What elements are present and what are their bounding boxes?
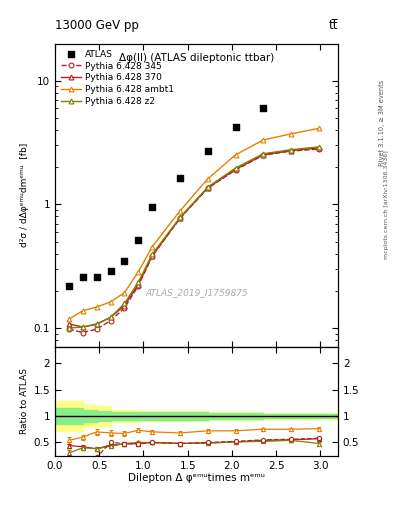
Text: mcplots.cern.ch [arXiv:1306.3436]: mcplots.cern.ch [arXiv:1306.3436] (384, 151, 389, 259)
Pythia 6.428 z2 (150, 251, 154, 258)
Line: Pythia 6.428 ambt1: Pythia 6.428 ambt1 (66, 126, 321, 322)
Pythia 6.428 345 (178, 216, 182, 222)
Pythia 6.428 370 (136, 282, 141, 288)
ATLAS (260, 104, 266, 112)
Pythia 6.428 ambt1 (206, 176, 210, 182)
Pythia 6.428 ambt1 (122, 290, 127, 296)
Pythia 6.428 z2 (178, 215, 182, 221)
Pythia 6.428 370 (178, 215, 182, 221)
Pythia 6.428 370 (206, 185, 210, 191)
Pythia 6.428 345 (261, 152, 266, 158)
ATLAS (94, 273, 100, 281)
Pythia 6.428 z2 (233, 165, 238, 171)
Pythia 6.428 345 (136, 283, 141, 289)
Pythia 6.428 370 (150, 252, 154, 259)
ATLAS (177, 174, 183, 182)
Legend: ATLAS, Pythia 6.428 345, Pythia 6.428 370, Pythia 6.428 ambt1, Pythia 6.428 z2: ATLAS, Pythia 6.428 345, Pythia 6.428 37… (59, 48, 176, 108)
ATLAS (107, 267, 114, 275)
Pythia 6.428 370 (94, 321, 99, 327)
ATLAS (232, 123, 239, 132)
Pythia 6.428 ambt1 (66, 316, 71, 322)
Pythia 6.428 z2 (261, 151, 266, 157)
Pythia 6.428 ambt1 (150, 244, 154, 250)
Text: Δφ(ll) (ATLAS dileptonic ttbar): Δφ(ll) (ATLAS dileptonic ttbar) (119, 53, 274, 62)
Pythia 6.428 ambt1 (261, 137, 266, 143)
Y-axis label: d²σ / dΔφᵉᵐᵘdmᵉᵐᵘ  [fb]: d²σ / dΔφᵉᵐᵘdmᵉᵐᵘ [fb] (20, 143, 29, 247)
Pythia 6.428 z2 (206, 184, 210, 190)
Pythia 6.428 z2 (289, 146, 294, 153)
Pythia 6.428 ambt1 (94, 304, 99, 310)
Pythia 6.428 z2 (81, 324, 85, 330)
Pythia 6.428 z2 (122, 301, 127, 307)
Pythia 6.428 370 (66, 321, 71, 327)
Line: Pythia 6.428 345: Pythia 6.428 345 (66, 146, 321, 335)
Pythia 6.428 z2 (108, 314, 113, 321)
Pythia 6.428 z2 (66, 325, 71, 331)
Pythia 6.428 345 (108, 317, 113, 324)
Pythia 6.428 345 (81, 329, 85, 335)
Pythia 6.428 z2 (136, 279, 141, 285)
ATLAS (121, 257, 128, 265)
Pythia 6.428 370 (289, 147, 294, 154)
Pythia 6.428 345 (94, 326, 99, 332)
Line: Pythia 6.428 370: Pythia 6.428 370 (66, 145, 321, 329)
Line: Pythia 6.428 z2: Pythia 6.428 z2 (66, 144, 321, 330)
ATLAS (135, 236, 141, 244)
Pythia 6.428 370 (122, 303, 127, 309)
Pythia 6.428 ambt1 (289, 131, 294, 137)
Pythia 6.428 ambt1 (108, 298, 113, 305)
Pythia 6.428 345 (206, 185, 210, 191)
Pythia 6.428 z2 (317, 144, 321, 150)
Pythia 6.428 345 (122, 305, 127, 311)
Pythia 6.428 ambt1 (317, 125, 321, 132)
ATLAS (80, 273, 86, 281)
Text: tt̅: tt̅ (329, 19, 338, 32)
Pythia 6.428 345 (150, 253, 154, 260)
Pythia 6.428 z2 (94, 322, 99, 328)
Pythia 6.428 ambt1 (81, 308, 85, 314)
Pythia 6.428 345 (289, 148, 294, 154)
Pythia 6.428 370 (108, 314, 113, 321)
Pythia 6.428 ambt1 (233, 152, 238, 158)
Y-axis label: Ratio to ATLAS: Ratio to ATLAS (20, 369, 29, 435)
ATLAS (205, 147, 211, 155)
Text: 13000 GeV pp: 13000 GeV pp (55, 19, 139, 32)
Pythia 6.428 370 (233, 166, 238, 173)
X-axis label: Dilepton Δ φᵉᵐᵘtimes mᵉᵐᵘ: Dilepton Δ φᵉᵐᵘtimes mᵉᵐᵘ (128, 473, 265, 483)
Pythia 6.428 370 (261, 152, 266, 158)
Text: Rivet 3.1.10, ≥ 3M events: Rivet 3.1.10, ≥ 3M events (379, 80, 385, 166)
ATLAS (149, 203, 155, 211)
Pythia 6.428 ambt1 (178, 208, 182, 214)
Pythia 6.428 345 (233, 167, 238, 173)
Pythia 6.428 345 (317, 146, 321, 152)
Pythia 6.428 ambt1 (136, 269, 141, 275)
Pythia 6.428 370 (81, 324, 85, 330)
Pythia 6.428 370 (317, 145, 321, 151)
ATLAS (66, 282, 72, 290)
Text: ATLAS_2019_I1759875: ATLAS_2019_I1759875 (145, 288, 248, 297)
Pythia 6.428 345 (66, 326, 71, 332)
